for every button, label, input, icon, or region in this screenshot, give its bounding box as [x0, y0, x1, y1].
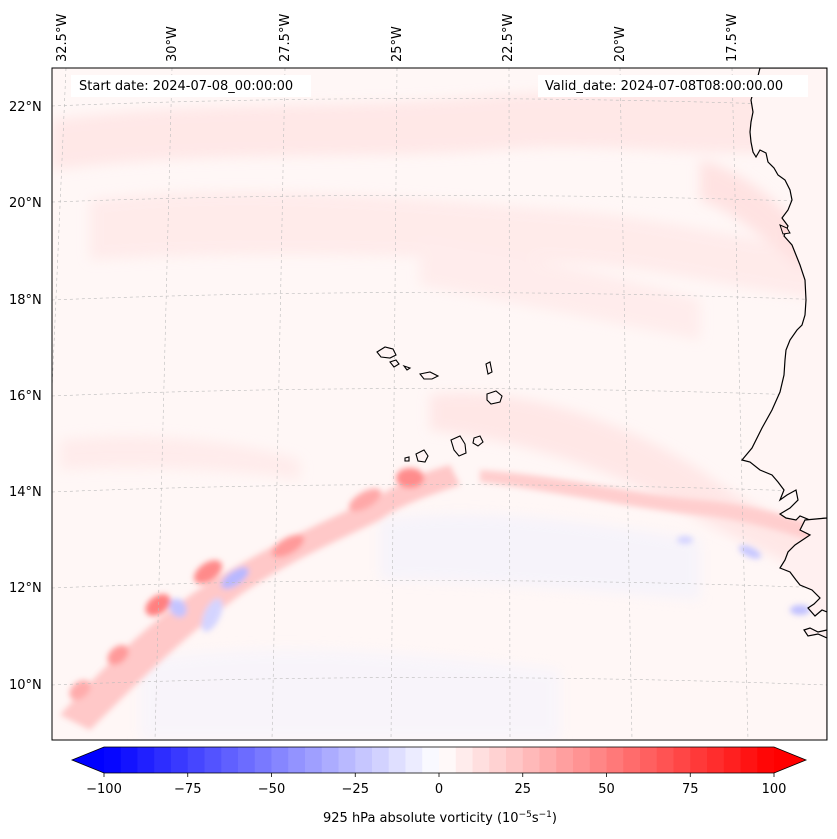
longitude-labels: 32.5°W 30°W 27.5°W 25°W 22.5°W 20°W 17.5… — [55, 14, 740, 62]
colorbar-segment — [305, 747, 323, 773]
colorbar-segment — [355, 747, 373, 773]
colorbar-tick-label: 0 — [435, 782, 443, 797]
colorbar-segment — [723, 747, 742, 773]
lat-label: 14°N — [9, 485, 42, 500]
colorbar-tick-label: −100 — [86, 782, 122, 797]
valid-date-label: Valid_date: 2024-07-08T08:00:00.00 — [545, 79, 784, 94]
colorbar-segment — [154, 747, 172, 773]
start-date-box — [71, 75, 311, 97]
colorbar-label: 925 hPa absolute vorticity (10−5s−1) — [323, 810, 557, 826]
colorbar-segment — [104, 747, 122, 773]
colorbar-ticks — [103, 773, 775, 777]
colorbar-segment — [338, 747, 356, 773]
colorbar-tick-label: 25 — [514, 782, 531, 797]
colorbar-segment — [221, 747, 239, 773]
colorbar-segment — [171, 747, 189, 773]
colorbar-tick-label: 100 — [762, 782, 787, 797]
colorbar-segment — [606, 747, 624, 773]
lon-label: 17.5°W — [725, 14, 740, 62]
colorbar-segment — [522, 747, 541, 773]
colorbar-segment — [656, 747, 675, 773]
colorbar-segments — [104, 747, 775, 773]
colorbar-tick-label: 50 — [598, 782, 615, 797]
colorbar-segment — [372, 747, 390, 773]
lon-label: 30°W — [165, 26, 180, 62]
map-frame — [51, 67, 828, 741]
colorbar: −100 −75 −50 −25 0 25 50 75 100 925 hPa … — [70, 746, 808, 826]
colorbar-segment — [740, 747, 758, 773]
colorbar-segment — [238, 747, 256, 773]
colorbar-segment — [623, 747, 641, 773]
colorbar-segment — [455, 747, 474, 773]
colorbar-segment — [439, 747, 457, 773]
colorbar-segment — [120, 747, 139, 773]
lat-label: 20°N — [9, 196, 42, 211]
colorbar-segment — [405, 747, 423, 773]
lon-label: 20°W — [613, 26, 628, 62]
lon-label: 22.5°W — [501, 14, 516, 62]
lat-label: 10°N — [9, 678, 42, 693]
colorbar-segment — [673, 747, 691, 773]
colorbar-segment — [472, 747, 490, 773]
colorbar-segment — [288, 747, 306, 773]
colorbar-segment — [539, 747, 557, 773]
lon-label: 27.5°W — [278, 14, 293, 62]
colorbar-max-extension — [774, 747, 806, 773]
colorbar-segment — [137, 747, 155, 773]
start-date-label: Start date: 2024-07-08_00:00:00 — [79, 79, 294, 94]
colorbar-tick-label: 75 — [682, 782, 699, 797]
africa-coastline — [740, 68, 827, 740]
colorbar-segment — [204, 747, 222, 773]
colorbar-segment — [589, 747, 608, 773]
colorbar-segment — [506, 747, 524, 773]
colorbar-tick-label: −50 — [258, 782, 285, 797]
colorbar-segment — [187, 747, 206, 773]
colorbar-segment — [422, 747, 440, 773]
colorbar-segment — [321, 747, 340, 773]
colorbar-tick-label: −25 — [342, 782, 369, 797]
colorbar-segment — [271, 747, 289, 773]
colorbar-segment — [573, 747, 591, 773]
colorbar-segment — [707, 747, 725, 773]
graticule — [52, 68, 827, 740]
lat-label: 18°N — [9, 293, 42, 308]
colorbar-segment — [489, 747, 507, 773]
cape-verde-islands — [376, 346, 503, 463]
colorbar-tick-label: −75 — [174, 782, 201, 797]
colorbar-segment — [690, 747, 708, 773]
colorbar-min-extension — [72, 747, 104, 773]
colorbar-segment — [640, 747, 658, 773]
latitude-labels: 22°N 20°N 18°N 16°N 14°N 12°N 10°N — [9, 100, 42, 693]
colorbar-segment — [757, 747, 775, 773]
lat-label: 12°N — [9, 581, 42, 596]
vorticity-field — [52, 68, 827, 740]
lat-label: 16°N — [9, 389, 42, 404]
colorbar-segment — [556, 747, 574, 773]
valid-date-box — [538, 75, 808, 97]
lon-label: 25°W — [390, 26, 405, 62]
lat-label: 22°N — [9, 100, 42, 115]
colorbar-segment — [254, 747, 273, 773]
lon-label: 32.5°W — [55, 14, 70, 62]
colorbar-segment — [388, 747, 407, 773]
